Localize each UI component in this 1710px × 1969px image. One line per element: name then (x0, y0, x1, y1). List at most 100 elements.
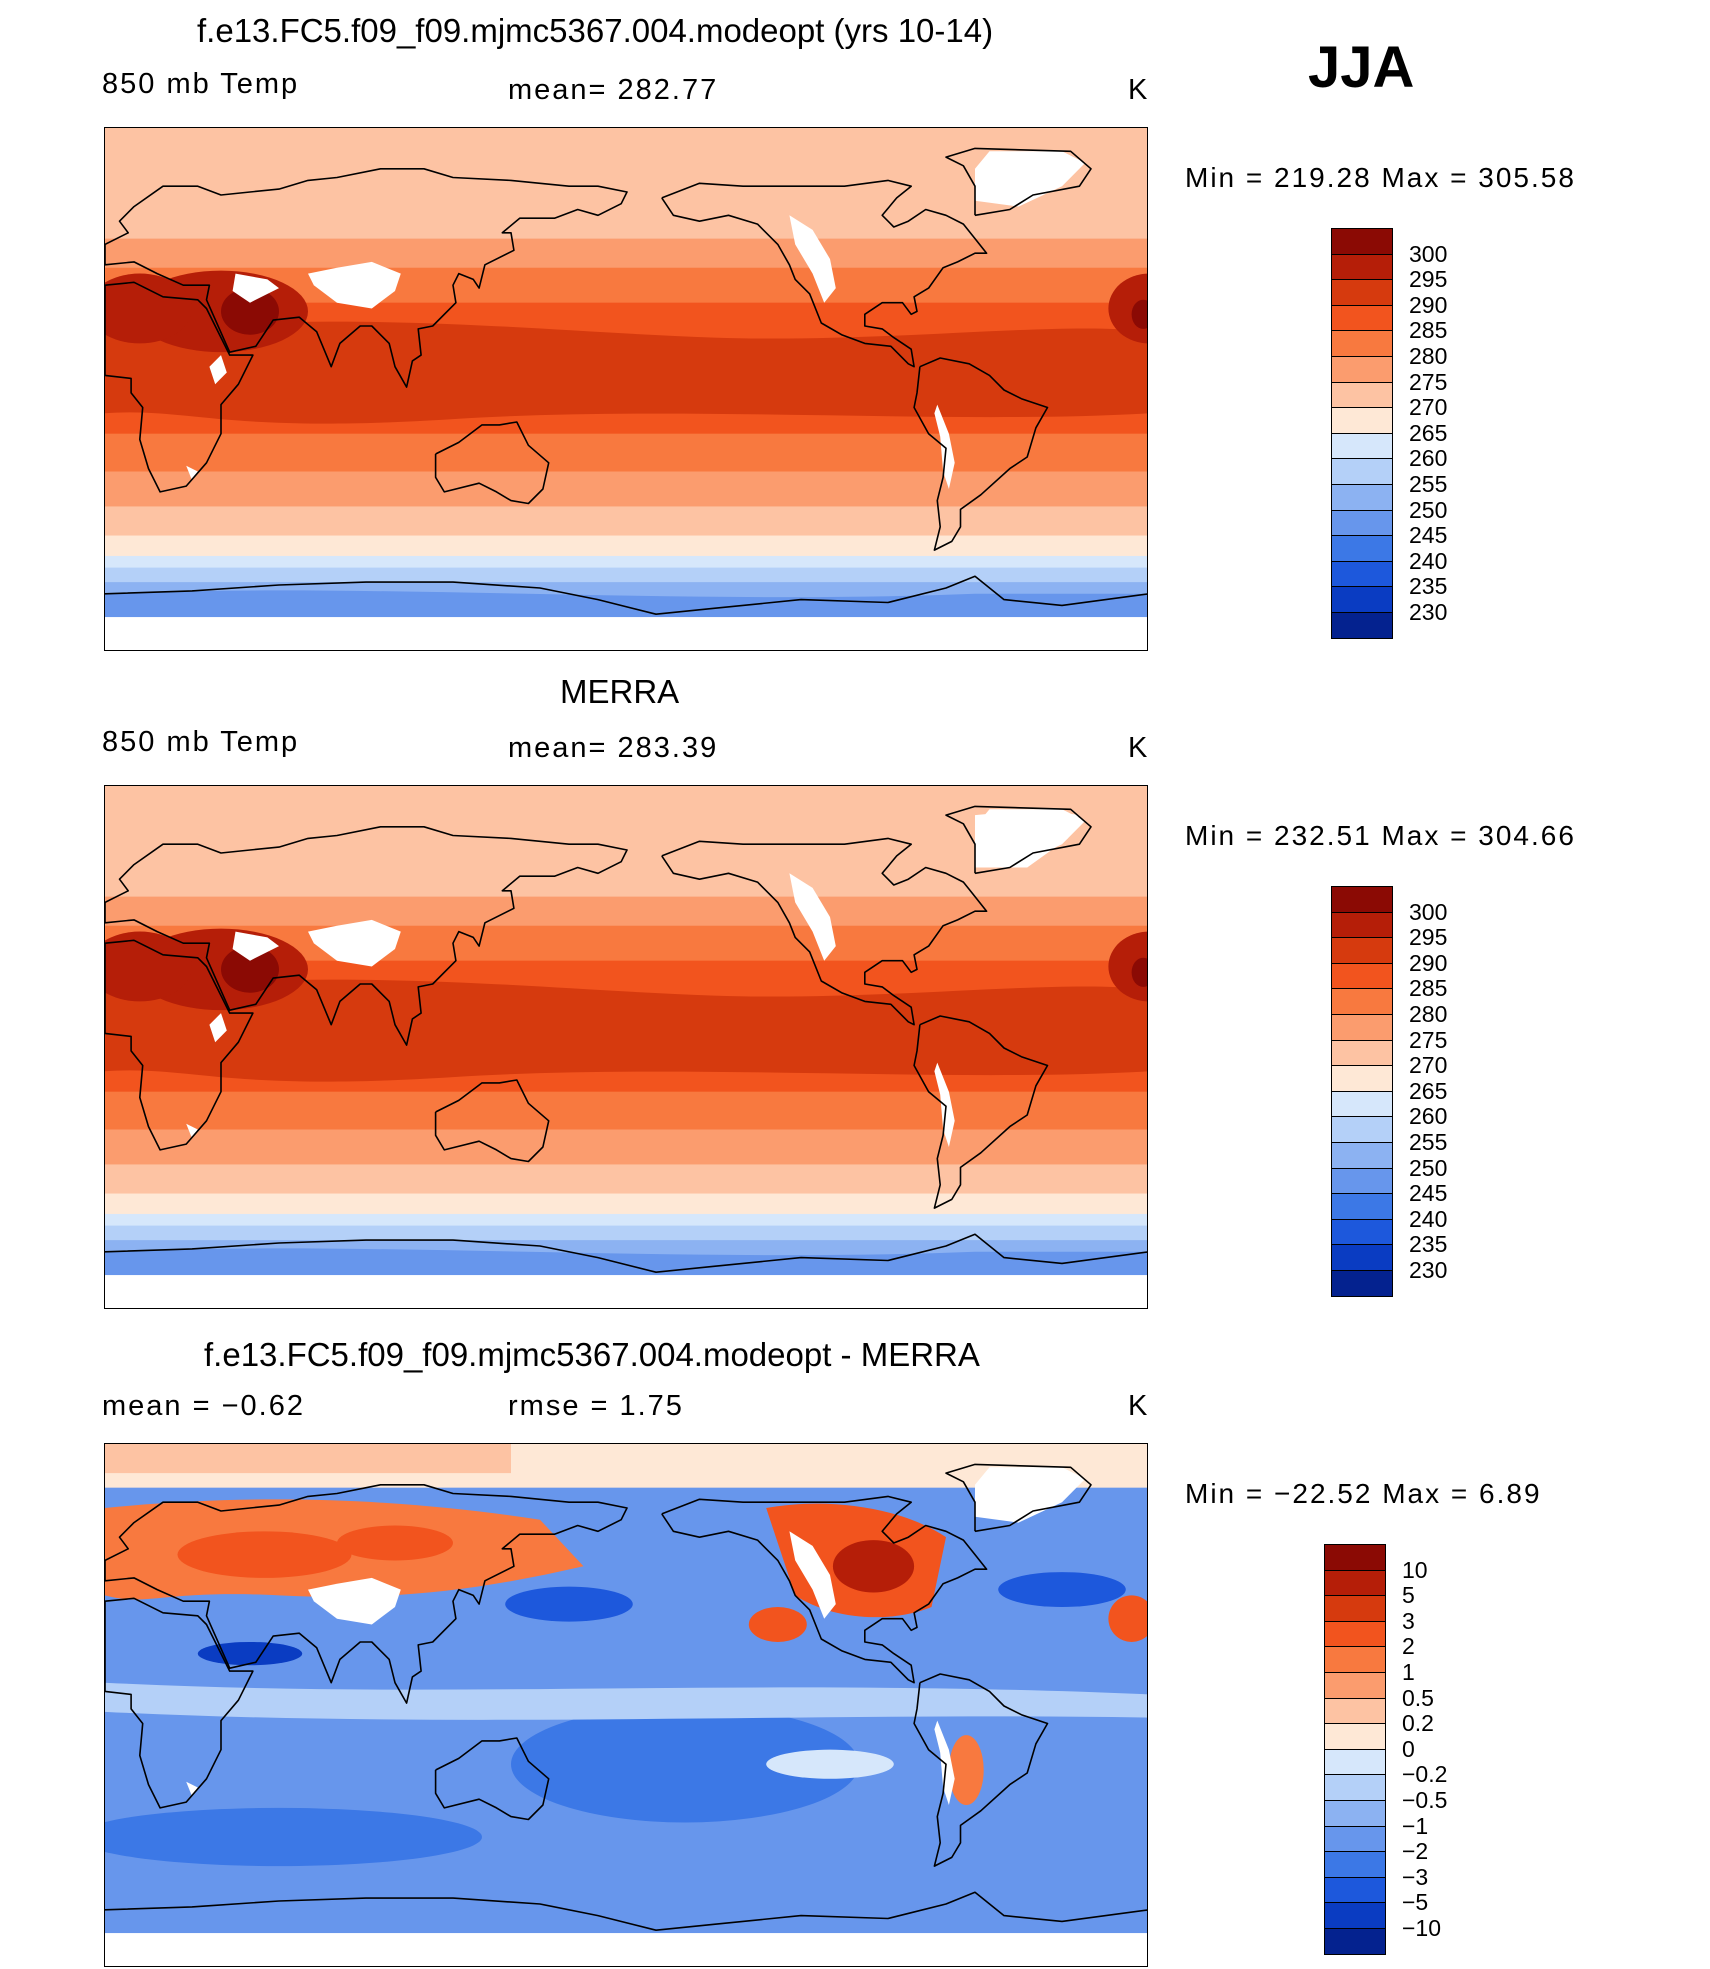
panel-obs-units-label: K (1128, 732, 1150, 764)
colorbar-swatch (1324, 1544, 1386, 1571)
colorbar-swatch (1331, 886, 1393, 913)
colorbar-swatch (1324, 1595, 1386, 1622)
colorbar-tick-label: 280 (1409, 1001, 1448, 1027)
panel-model-variable-label: 850 mb Temp (102, 68, 300, 100)
colorbar-tick-label: −1 (1402, 1812, 1429, 1839)
colorbar-swatch (1331, 330, 1393, 357)
coastline-layer (105, 147, 1147, 616)
colorbar-swatch (1331, 586, 1393, 613)
colorbar-tick-label: 0.5 (1402, 1684, 1434, 1711)
colorbar-swatch (1324, 1646, 1386, 1673)
panel-diff-units-label: K (1128, 1390, 1150, 1422)
colorbar-tick-label: 260 (1409, 445, 1448, 472)
colorbar-swatch (1331, 1270, 1393, 1297)
colorbar-swatch (1331, 1142, 1393, 1169)
colorbar-swatch (1331, 1167, 1393, 1195)
colorbar-swatch (1331, 1193, 1393, 1220)
panel-obs-minmax-label: Min = 232.51 Max = 304.66 (1185, 820, 1576, 851)
colorbar-tick-label: 275 (1409, 1026, 1448, 1053)
colorbar-tick-label: 300 (1409, 240, 1448, 267)
colorbar-tick-label: 235 (1409, 573, 1448, 600)
colorbar-swatch (1331, 560, 1393, 588)
colorbar-swatch (1331, 937, 1393, 964)
panel-diff-map (104, 1443, 1148, 1967)
colorbar-tick-label: −2 (1402, 1838, 1429, 1865)
colorbar-tick-label: 285 (1409, 975, 1448, 1002)
colorbar-swatch (1331, 1244, 1393, 1271)
colorbar-swatch (1331, 612, 1393, 639)
colorbar-tick-label: 290 (1409, 291, 1448, 318)
season-label: JJA (1308, 35, 1415, 100)
panel-model-units-label: K (1128, 74, 1150, 106)
colorbar-tick-label: 240 (1409, 547, 1448, 574)
temperature-field (105, 128, 1147, 650)
colorbar-swatch (1324, 1774, 1386, 1801)
colorbar-swatch (1324, 1876, 1386, 1904)
colorbar-tick-label: 245 (1409, 522, 1448, 549)
colorbar-swatch (1324, 1697, 1386, 1725)
colorbar-tick-label: −0.5 (1402, 1787, 1448, 1813)
colorbar-swatch (1331, 381, 1393, 409)
colorbar-swatch (1331, 911, 1393, 939)
panel-diff-title: f.e13.FC5.f09_f09.mjmc5367.004.modeopt -… (204, 1336, 980, 1373)
colorbar-swatch (1331, 228, 1393, 255)
colorbar-swatch (1324, 1620, 1386, 1648)
colorbar-tick-label: 255 (1409, 471, 1448, 497)
colorbar-swatch (1324, 1800, 1386, 1827)
colorbar-tick-label: 240 (1409, 1205, 1448, 1232)
colorbar-tick-label: 265 (1409, 419, 1448, 446)
colorbar-tick-label: 235 (1409, 1231, 1448, 1258)
colorbar-swatch (1331, 253, 1393, 281)
panel-model-title: f.e13.FC5.f09_f09.mjmc5367.004.modeopt (… (197, 12, 994, 49)
colorbar-tick-label: 250 (1409, 496, 1448, 523)
colorbar-swatch (1331, 509, 1393, 537)
panel-diff-mean-label: mean = −0.62 (102, 1390, 305, 1422)
colorbar-tick-label: 3 (1402, 1607, 1415, 1634)
colorbar-swatch (1331, 1065, 1393, 1092)
coastline-layer (105, 805, 1147, 1274)
colorbar-tick-label: 0.2 (1402, 1710, 1434, 1737)
colorbar-tick-label: 270 (1409, 1052, 1448, 1079)
colorbar-swatch (1324, 1825, 1386, 1853)
colorbar-tick-label: 0 (1402, 1735, 1415, 1762)
colorbar-tick-label: 5 (1402, 1582, 1415, 1609)
colorbar-tick-label: −3 (1402, 1863, 1429, 1890)
panel-obs-mean-label: mean= 283.39 (508, 732, 719, 764)
colorbar-swatch (1331, 458, 1393, 485)
colorbar-swatch (1324, 1902, 1386, 1929)
panel-obs-title: MERRA (560, 673, 680, 710)
colorbar-tick-label: 1 (1402, 1659, 1415, 1685)
colorbar-swatch (1331, 1090, 1393, 1118)
colorbar-tick-label: 295 (1409, 266, 1448, 293)
colorbar-tick-label: 230 (1409, 1257, 1448, 1283)
colorbar-tick-label: 290 (1409, 949, 1448, 976)
colorbar-tick-label: 260 (1409, 1103, 1448, 1130)
colorbar-swatch (1324, 1928, 1386, 1955)
colorbar-swatch (1324, 1672, 1386, 1699)
panel-model-minmax-label: Min = 219.28 Max = 305.58 (1185, 162, 1576, 193)
panel-model-mean-label: mean= 282.77 (508, 74, 719, 106)
colorbar-tick-label: 295 (1409, 924, 1448, 951)
colorbar-tick-label: 230 (1409, 599, 1448, 625)
colorbar-tick-label: 270 (1409, 394, 1448, 421)
colorbar-swatch (1331, 1218, 1393, 1246)
colorbar-swatch (1331, 407, 1393, 434)
panel-model-map (104, 127, 1148, 651)
colorbar-swatch (1324, 1851, 1386, 1878)
colorbar-swatch (1331, 988, 1393, 1015)
colorbar-swatch (1331, 1039, 1393, 1067)
colorbar-swatch (1331, 356, 1393, 383)
colorbar-swatch (1331, 484, 1393, 511)
colorbar-swatch (1331, 304, 1393, 332)
colorbar-swatch (1324, 1569, 1386, 1597)
colorbar-swatch (1324, 1723, 1386, 1750)
colorbar-swatch (1331, 962, 1393, 990)
colorbar-tick-label: 280 (1409, 343, 1448, 369)
coastline-layer (105, 1463, 1147, 1932)
colorbar-tick-label: −0.2 (1402, 1761, 1448, 1788)
colorbar-swatch (1331, 279, 1393, 306)
panel-obs-variable-label: 850 mb Temp (102, 726, 300, 758)
colorbar-tick-label: −10 (1402, 1915, 1442, 1941)
colorbar-tick-label: 265 (1409, 1077, 1448, 1104)
colorbar-tick-label: 300 (1409, 898, 1448, 925)
